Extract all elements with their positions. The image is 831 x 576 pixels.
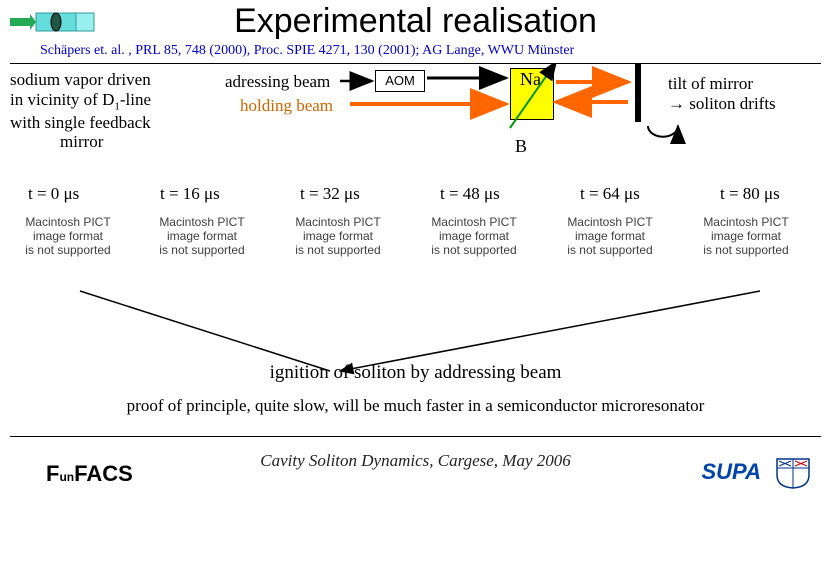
shield-icon <box>775 457 811 489</box>
apparatus-icon <box>8 10 98 34</box>
funfacs-un: un <box>59 470 74 484</box>
time-48: t = 48 μs <box>440 184 500 204</box>
time-row: t = 0 μs t = 16 μs t = 32 μs t = 48 μs t… <box>0 184 831 210</box>
schematic-arrows <box>0 64 831 184</box>
pict-placeholder-2: Macintosh PICTimage formatis not support… <box>276 216 400 257</box>
converging-lines <box>0 286 831 386</box>
image-carousel: Macintosh PICTimage formatis not support… <box>0 216 831 286</box>
time-16: t = 16 μs <box>160 184 220 204</box>
reference-line: Schäpers et. al. , PRL 85, 748 (2000), P… <box>40 43 831 59</box>
time-80: t = 80 μs <box>720 184 780 204</box>
pict-placeholder-0: Macintosh PICTimage formatis not support… <box>6 216 130 257</box>
pict-placeholder-1: Macintosh PICTimage formatis not support… <box>140 216 264 257</box>
time-64: t = 64 μs <box>580 184 640 204</box>
funfacs-f: F <box>46 461 59 486</box>
schematic-area: sodium vapor driven in vicinity of D1-li… <box>0 64 831 184</box>
divider-bottom <box>10 436 821 437</box>
pict-placeholder-3: Macintosh PICTimage formatis not support… <box>412 216 536 257</box>
pict-placeholder-5: Macintosh PICTimage formatis not support… <box>684 216 808 257</box>
proof-line: proof of principle, quite slow, will be … <box>0 396 831 416</box>
supa-logo: SUPA <box>702 459 762 485</box>
footer: FunFACS Cavity Soliton Dynamics, Cargese… <box>0 451 831 501</box>
page-title: Experimental realisation <box>0 2 831 41</box>
time-32: t = 32 μs <box>300 184 360 204</box>
funfacs-rest: FACS <box>74 461 133 486</box>
pict-placeholder-4: Macintosh PICTimage formatis not support… <box>548 216 672 257</box>
funfacs-logo: FunFACS <box>46 461 133 487</box>
time-0: t = 0 μs <box>28 184 79 204</box>
